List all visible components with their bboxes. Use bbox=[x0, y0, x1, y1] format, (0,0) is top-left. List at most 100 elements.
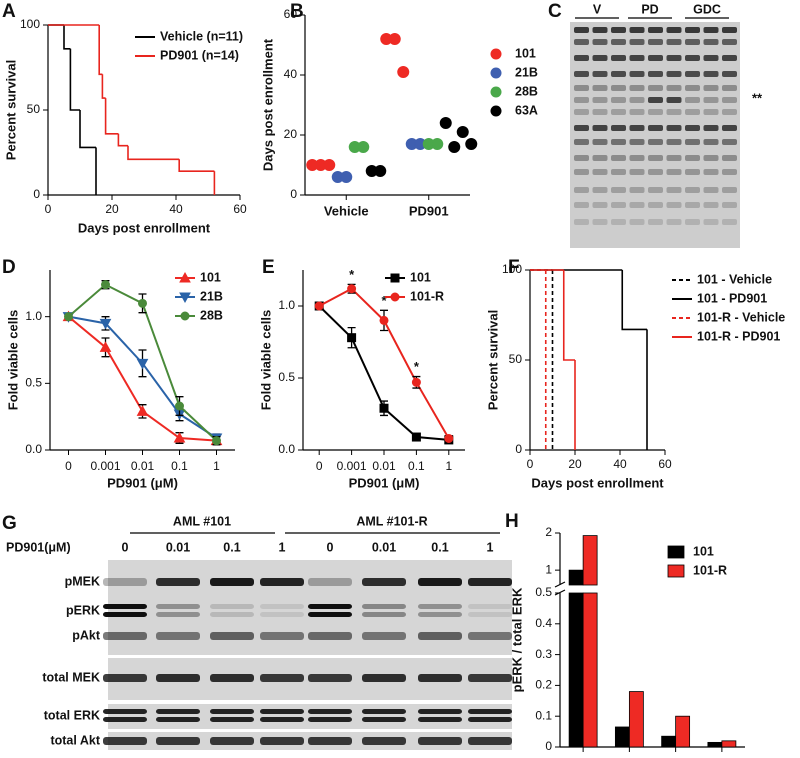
y-tick-label: 0 bbox=[33, 187, 40, 201]
blot-band bbox=[468, 717, 512, 722]
legend-label: 101 bbox=[515, 46, 536, 60]
blot-band bbox=[418, 632, 462, 640]
blot-band bbox=[611, 125, 626, 131]
blot-band bbox=[722, 85, 737, 91]
blot-band bbox=[703, 55, 719, 61]
legend-swatch bbox=[667, 545, 685, 559]
blot-band bbox=[308, 632, 352, 640]
bar bbox=[582, 592, 598, 748]
y-tick-label: 60 bbox=[284, 7, 298, 21]
y-tick-label: 0.5 bbox=[278, 370, 295, 384]
blot-band bbox=[648, 169, 663, 175]
axis-break bbox=[554, 581, 566, 596]
legend-swatch bbox=[667, 564, 685, 578]
blot-band bbox=[629, 202, 645, 208]
blot-band bbox=[648, 55, 663, 61]
survival-step bbox=[98, 25, 103, 76]
blot-band bbox=[685, 125, 700, 131]
blot-band bbox=[103, 578, 147, 586]
x-tick-label: 0.1 bbox=[171, 459, 188, 473]
blot-band bbox=[648, 202, 663, 208]
x-tick-label: 40 bbox=[169, 202, 183, 216]
blot-band bbox=[156, 604, 200, 609]
group-label: AML #101-R bbox=[356, 514, 427, 528]
blot-band bbox=[703, 187, 719, 193]
blot-band bbox=[210, 612, 254, 617]
blot-band bbox=[629, 71, 645, 77]
marker bbox=[173, 431, 186, 443]
blot-band bbox=[685, 55, 700, 61]
blot-band bbox=[722, 139, 737, 145]
blot-band bbox=[260, 674, 304, 682]
blot-band bbox=[611, 187, 626, 193]
marker bbox=[179, 292, 191, 304]
x-axis-label: Days post enrollment bbox=[78, 220, 211, 235]
y-tick-label: 40 bbox=[284, 67, 298, 81]
y-tick-label: 0.0 bbox=[25, 442, 42, 456]
blot-band bbox=[629, 97, 645, 103]
blot-band bbox=[611, 27, 626, 33]
blot-band bbox=[592, 125, 608, 131]
blot-band bbox=[629, 109, 645, 115]
dose: 1 bbox=[487, 540, 494, 554]
y-tick-label: 0 bbox=[545, 739, 552, 753]
legend-label: 21B bbox=[515, 65, 538, 79]
blot-band bbox=[666, 187, 682, 193]
blot-band bbox=[362, 737, 406, 745]
marker bbox=[138, 298, 147, 308]
marker bbox=[465, 138, 478, 150]
blot-band bbox=[362, 578, 406, 586]
blot-band bbox=[648, 39, 663, 45]
marker bbox=[136, 358, 149, 370]
blot-band bbox=[629, 219, 645, 225]
blot-band bbox=[574, 125, 589, 131]
survival-step bbox=[127, 145, 180, 161]
blot-band bbox=[611, 139, 626, 145]
blot-band bbox=[210, 737, 254, 745]
x-tick-label: 0 bbox=[45, 202, 52, 216]
blot-band bbox=[592, 169, 608, 175]
blot-band bbox=[722, 109, 737, 115]
blot-band bbox=[629, 187, 645, 193]
blot-band bbox=[703, 169, 719, 175]
blot-band bbox=[629, 55, 645, 61]
blot-band bbox=[666, 109, 682, 115]
dose: 0.1 bbox=[223, 540, 240, 554]
survival-step bbox=[562, 270, 575, 361]
blot-band bbox=[685, 169, 700, 175]
blot-band bbox=[308, 717, 352, 722]
y-tick-label: 0.0 bbox=[278, 442, 295, 456]
blot-band bbox=[722, 219, 737, 225]
y-tick-label: 100 bbox=[20, 17, 40, 31]
blot-band bbox=[611, 85, 626, 91]
blot-band bbox=[574, 85, 589, 91]
legend-label: 21B bbox=[200, 289, 223, 303]
blot-band bbox=[574, 187, 589, 193]
lane-label: V bbox=[593, 2, 602, 16]
blot-band bbox=[574, 169, 589, 175]
blot-band bbox=[156, 717, 200, 722]
x-tick-label: 0 bbox=[316, 459, 323, 473]
y-tick-label: 0.4 bbox=[535, 616, 552, 630]
legend-label: 101-R - PD901 bbox=[697, 329, 780, 343]
legend-label: 101 - PD901 bbox=[697, 291, 767, 305]
blot-band bbox=[574, 109, 589, 115]
blot-band bbox=[648, 219, 663, 225]
blot-band bbox=[592, 139, 608, 145]
legend-label: 28B bbox=[515, 84, 538, 98]
x-tick-label: 40 bbox=[613, 457, 627, 471]
blot-band bbox=[648, 125, 663, 131]
y-axis-label: Fold viable cells bbox=[5, 310, 20, 410]
blot-band bbox=[592, 85, 608, 91]
blot-band bbox=[703, 125, 719, 131]
blot-band bbox=[468, 709, 512, 714]
blot-band bbox=[648, 85, 663, 91]
blot-band bbox=[666, 219, 682, 225]
blot-band bbox=[722, 27, 737, 33]
panel-label: B bbox=[290, 1, 304, 22]
annotation: * bbox=[414, 359, 420, 374]
blot-band bbox=[685, 97, 700, 103]
blot-band bbox=[574, 55, 589, 61]
blot-band bbox=[629, 125, 645, 131]
blot-band bbox=[103, 674, 147, 682]
